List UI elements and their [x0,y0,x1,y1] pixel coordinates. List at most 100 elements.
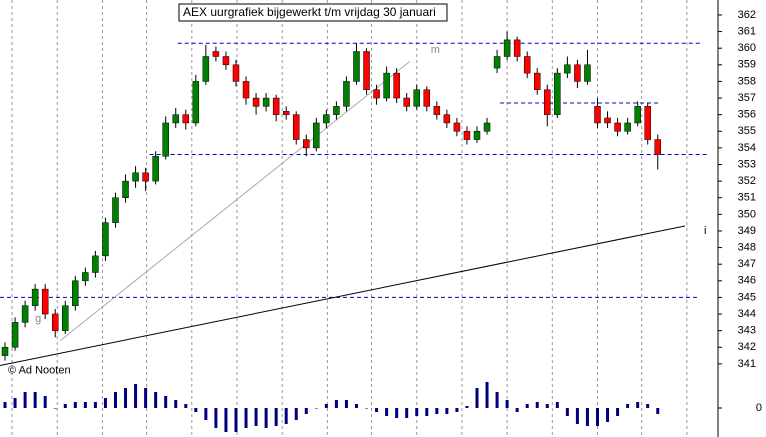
y-tick-label: 346 [738,275,756,287]
candle-body [11,322,19,348]
candle-body [473,131,481,140]
candle-body [92,255,99,273]
candle-body [142,172,149,182]
candle-body [222,56,230,66]
candle-body [292,114,300,140]
oscillator-bar [13,398,17,408]
y-tick-label: 344 [738,308,756,320]
candle-body [272,97,280,115]
oscillator-bar [274,408,278,426]
oscillator-bar [63,404,67,408]
candle-body [41,288,49,315]
oscillator-bar [475,388,479,408]
y-tick-label: 353 [738,158,756,170]
y-tick-label: 342 [738,341,756,353]
candle-body [443,114,451,124]
oscillator-bar [545,404,549,408]
oscillator-bar [435,408,439,414]
candle-body [62,305,69,331]
candle-body [242,81,250,99]
oscillator-bar [515,408,519,412]
candle-body [373,89,380,99]
candle-body [323,114,330,124]
oscillator-bar [234,408,238,432]
oscillator-bar [646,404,650,408]
annotation: © Ad Nooten [8,364,71,376]
oscillator-bar [344,400,348,408]
y-tick-label: 343 [738,325,756,337]
oscillator-bar [354,404,358,408]
candle-body [403,97,410,107]
candle-body [554,72,561,115]
y-tick-label: 351 [738,192,756,204]
oscillator-bar [365,408,369,409]
candle-body [413,89,420,107]
oscillator-bar [244,408,248,428]
oscillator-bar [264,408,268,428]
oscillator-bar [415,408,419,416]
candle-body [564,64,571,74]
y-tick-label: 354 [738,142,756,154]
candle-body [523,56,531,74]
oscillator-bar [485,382,489,408]
y-tick-label: 350 [738,208,756,220]
oscillator-bar [144,388,148,408]
y-tick-label: 362 [738,9,756,21]
oscillator-bar [616,408,620,416]
y-tick-label: 359 [738,59,756,71]
candle-body [82,272,89,282]
candle-body [333,106,340,115]
candle-body [383,72,390,99]
y-tick-label: 357 [738,92,756,104]
candle-body [353,51,360,82]
oscillator-bar [224,408,228,432]
annotation: i [704,225,706,237]
candle-body [31,288,39,306]
oscillator-bar [254,408,258,426]
oscillator-bar [595,408,599,426]
candle-body [102,222,109,257]
oscillator-bar [375,408,379,412]
oscillator-bar [445,408,449,414]
oscillator-bar [184,404,188,408]
candle-body [122,180,129,198]
title-box [178,3,448,22]
candle-body [202,56,210,82]
oscillator-bar [334,400,338,408]
candle-body [453,122,461,132]
y-tick-label: 348 [738,241,756,253]
oscillator-bar [214,408,218,428]
candle-body [423,89,431,107]
oscillator-bar [164,396,168,408]
oscillator-bar [385,408,389,416]
annotation: m [431,44,440,56]
oscillator-bar [23,392,27,408]
oscillator-bar [33,392,37,408]
candle-body [433,106,441,115]
candle-body [503,39,511,57]
oscillator-bar [535,402,539,408]
candle-body [644,106,651,140]
candle-body [544,89,551,115]
trend-line [59,61,411,342]
osc-tick-label: 0 [756,402,762,414]
candle-body [132,172,139,182]
candle-body [51,313,59,331]
candle-body [192,81,200,124]
y-tick-label: 345 [738,291,756,303]
y-tick-label: 358 [738,75,756,87]
candle-body [614,122,621,132]
oscillator-bar [314,408,318,409]
oscillator-bar [134,384,138,408]
candle-body [604,117,611,124]
y-tick-label: 356 [738,109,756,121]
y-tick-label: 352 [738,175,756,187]
oscillator-bar [103,398,107,408]
candle-body [654,139,661,155]
oscillator-bar [304,408,308,414]
oscillator-bar [93,402,97,408]
y-tick-label: 349 [738,225,756,237]
